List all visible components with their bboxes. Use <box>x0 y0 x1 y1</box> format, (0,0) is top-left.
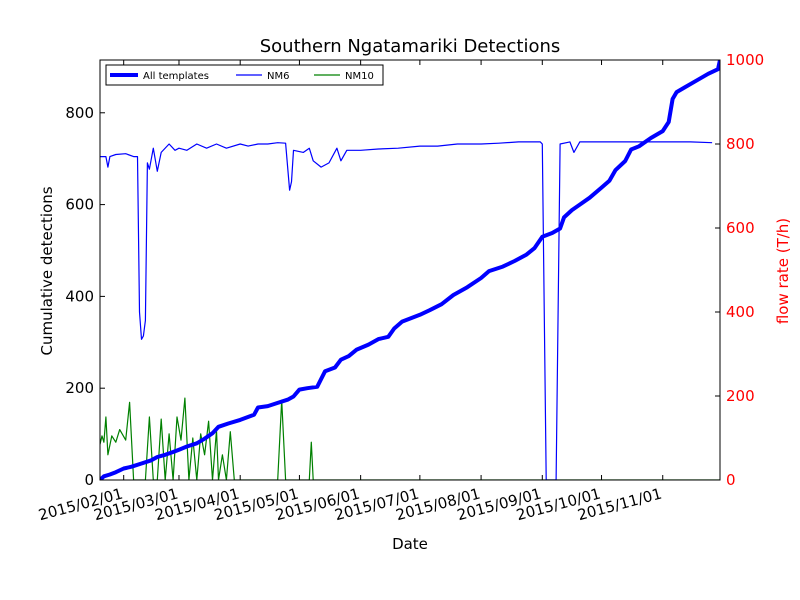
y2-axis-label: flow rate (T/h) <box>774 218 792 324</box>
series-line-all-templates <box>100 60 720 480</box>
y-tick-label: 800 <box>65 104 94 122</box>
y2-tick-label: 800 <box>726 135 755 153</box>
x-axis-label: Date <box>392 535 428 553</box>
y-tick-label: 600 <box>65 196 94 214</box>
y-tick-label: 400 <box>65 287 94 305</box>
y-tick-label: 200 <box>65 379 94 397</box>
plot-frame <box>99 59 721 481</box>
legend-label-nm6: NM6 <box>267 71 289 82</box>
y-tick-label: 0 <box>84 471 94 489</box>
series-line-nm6 <box>100 141 713 480</box>
legend-label-all-templates: All templates <box>143 71 209 82</box>
legend-label-nm10: NM10 <box>345 71 374 82</box>
legend: All templates NM6 NM10 <box>105 64 384 86</box>
y2-tick-label: 1000 <box>726 51 764 69</box>
axis-layer: 2015/02/012015/03/012015/04/012015/05/01… <box>37 51 765 524</box>
y-axis-label: Cumulative detections <box>38 186 56 355</box>
y2-tick-label: 600 <box>726 219 755 237</box>
y2-tick-label: 0 <box>726 471 736 489</box>
chart-title: Southern Ngatamariki Detections <box>260 36 561 57</box>
y2-tick-label: 400 <box>726 303 755 321</box>
series-line-nm10 <box>100 397 720 480</box>
series-layer <box>100 60 720 480</box>
y2-tick-label: 200 <box>726 387 755 405</box>
